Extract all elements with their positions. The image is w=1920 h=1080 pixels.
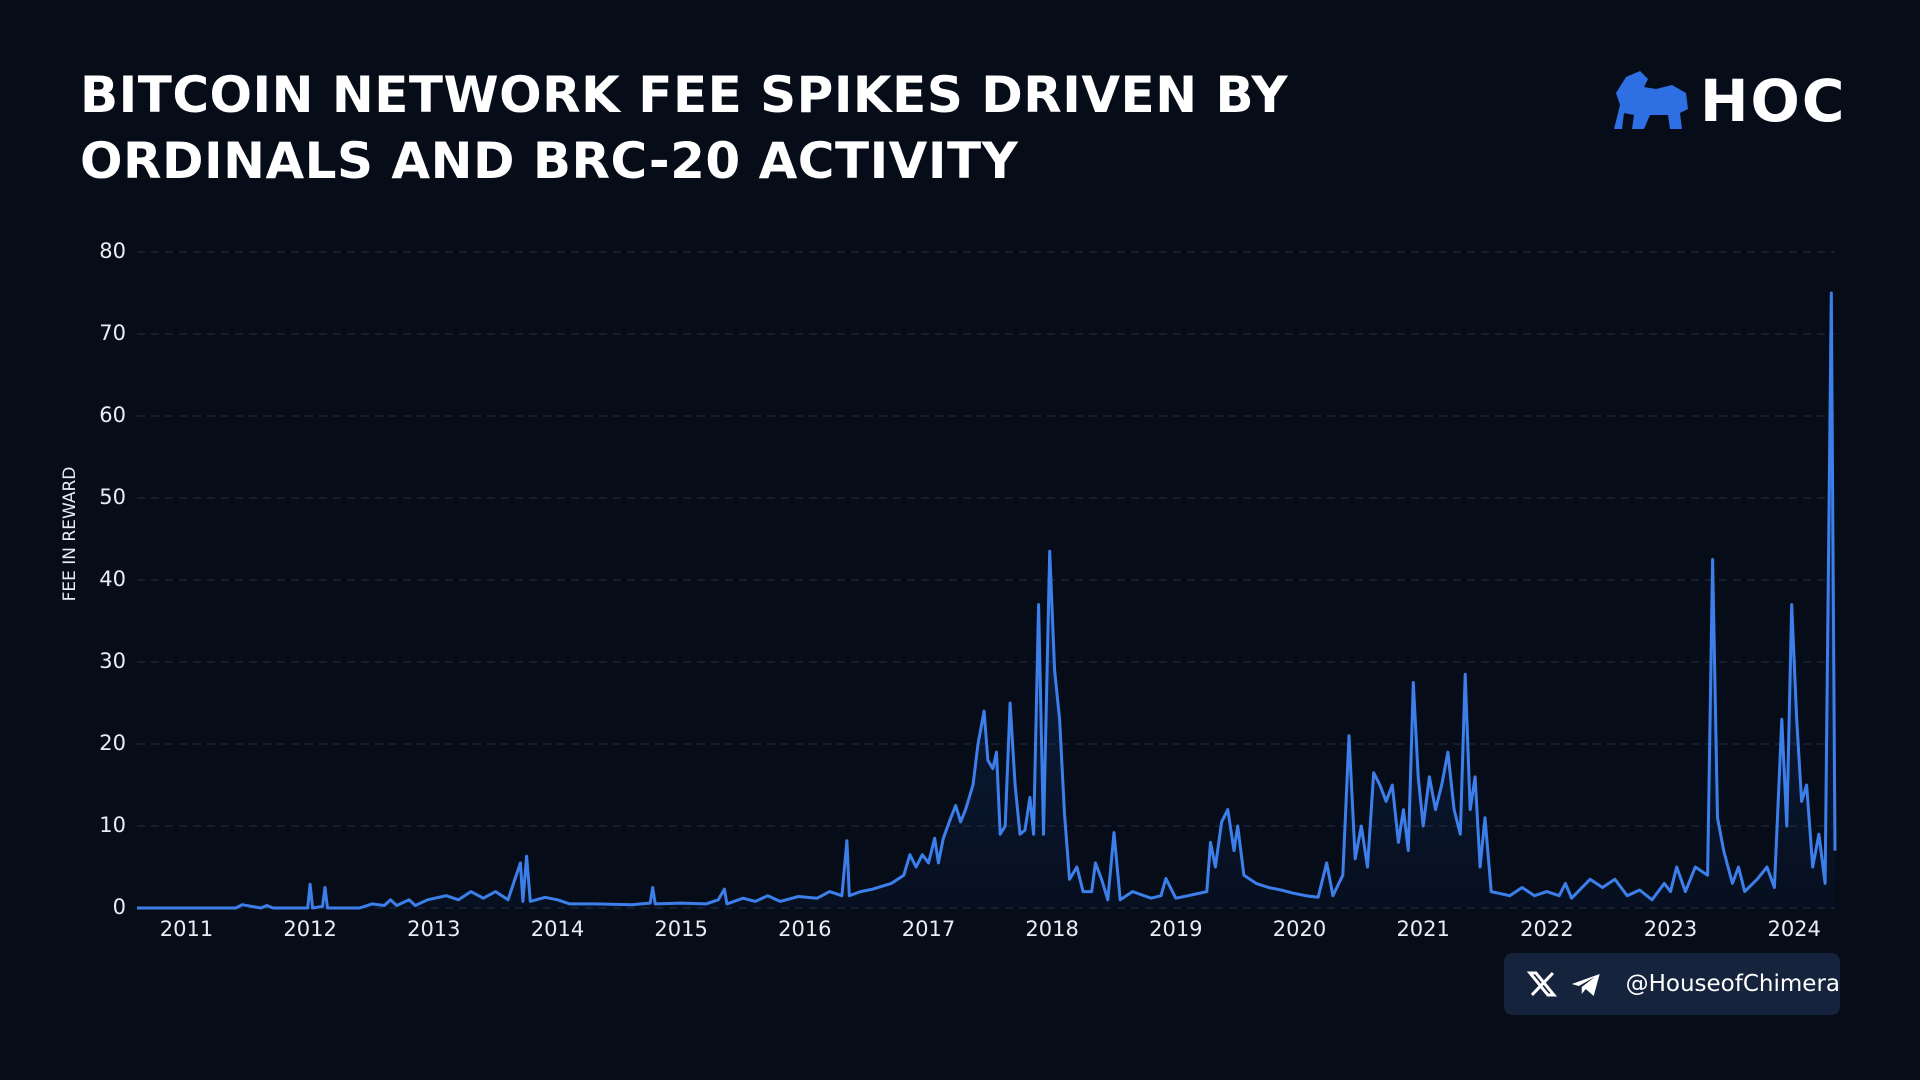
x-tick-label: 2023 xyxy=(1644,917,1697,941)
y-tick-label: 0 xyxy=(113,895,126,919)
x-tick-label: 2022 xyxy=(1520,917,1573,941)
x-tick-label: 2019 xyxy=(1149,917,1202,941)
series xyxy=(137,291,1837,910)
x-tick-label: 2018 xyxy=(1025,917,1078,941)
x-tick-label: 2015 xyxy=(654,917,707,941)
x-tick-label: 2014 xyxy=(531,917,584,941)
x-tick-label: 2021 xyxy=(1396,917,1449,941)
labels: 0 10 20 30 40 50 60 70 80 2011 2012 2013 2014 2015 201… xyxy=(60,239,1821,941)
y-tick-label: 80 xyxy=(99,239,126,263)
y-tick-label: 30 xyxy=(99,649,126,673)
x-tick-label: 2020 xyxy=(1273,917,1326,941)
y-tick-label: 20 xyxy=(99,731,126,755)
logo-text: HOC xyxy=(1700,67,1847,135)
logo: HOC xyxy=(1610,66,1846,136)
social-icons xyxy=(1526,971,1600,997)
x-tick-label: 2024 xyxy=(1767,917,1820,941)
area xyxy=(137,293,1835,908)
x-tick-label: 2017 xyxy=(902,917,955,941)
x-tick-label: 2011 xyxy=(160,917,213,941)
social-handle: @HouseofChimera xyxy=(1625,971,1840,997)
y-tick-label: 10 xyxy=(99,813,126,837)
x-tick-label: 2012 xyxy=(283,917,336,941)
y-tick-label: 60 xyxy=(99,403,126,427)
y-tick-label: 70 xyxy=(99,321,126,345)
y-tick-label: 50 xyxy=(99,485,126,509)
chart-title: BITCOIN NETWORK FEE SPIKES DRIVEN BY ORD… xyxy=(80,66,1289,190)
line xyxy=(137,291,1837,910)
y-tick-label: 40 xyxy=(99,567,126,591)
social-badge: @HouseofChimera xyxy=(1504,953,1840,1015)
x-tick-label: 2013 xyxy=(407,917,460,941)
y-axis-label: FEE IN REWARD xyxy=(60,467,80,602)
logo-icon xyxy=(1614,71,1688,129)
grid xyxy=(137,251,1835,909)
x-tick-label: 2016 xyxy=(778,917,831,941)
